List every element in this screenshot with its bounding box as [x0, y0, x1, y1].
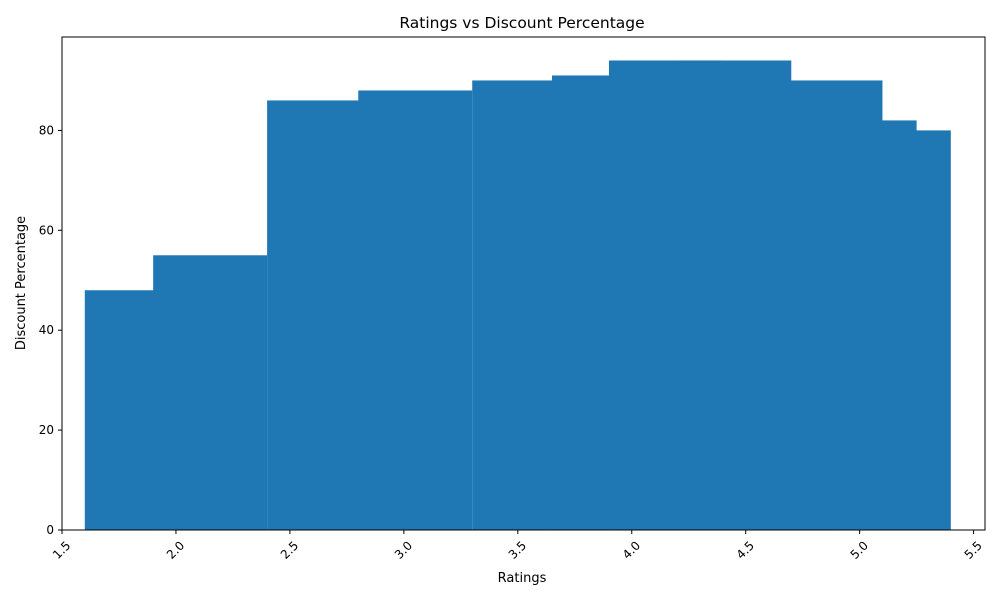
x-axis-label: Ratings	[498, 571, 547, 586]
y-tick-label-4: 80	[39, 123, 54, 137]
y-tick-label-0: 0	[46, 523, 54, 537]
bars-group	[84, 60, 951, 530]
chart-title: Ratings vs Discount Percentage	[399, 14, 644, 32]
x-tick-label-7: 5.0	[848, 538, 871, 561]
x-tick-label-3: 3.0	[392, 538, 415, 561]
x-tick-label-4: 3.5	[506, 538, 529, 561]
x-tick-label-0: 1.5	[50, 538, 73, 561]
x-tick-label-5: 4.0	[620, 538, 643, 561]
x-tick-label-2: 2.5	[278, 538, 301, 561]
bar-10	[836, 130, 951, 530]
y-axis-label: Discount Percentage	[14, 216, 29, 350]
y-tick-label-3: 60	[39, 223, 54, 237]
x-tick-label-6: 4.5	[734, 538, 757, 561]
y-tick-label-2: 40	[39, 323, 54, 337]
y-axis-ticks: 0 20 40 60 80	[39, 123, 62, 537]
bar-1	[153, 255, 268, 530]
x-tick-label-1: 2.0	[164, 538, 187, 561]
x-tick-label-8: 5.5	[962, 538, 985, 561]
plot-frame	[61, 36, 986, 531]
y-tick-label-1: 20	[39, 423, 54, 437]
bar-3	[358, 90, 473, 530]
x-axis-ticks: 1.5 2.0 2.5 3.0 3.5 4.0 4.5 5.0 5.5	[50, 530, 985, 562]
